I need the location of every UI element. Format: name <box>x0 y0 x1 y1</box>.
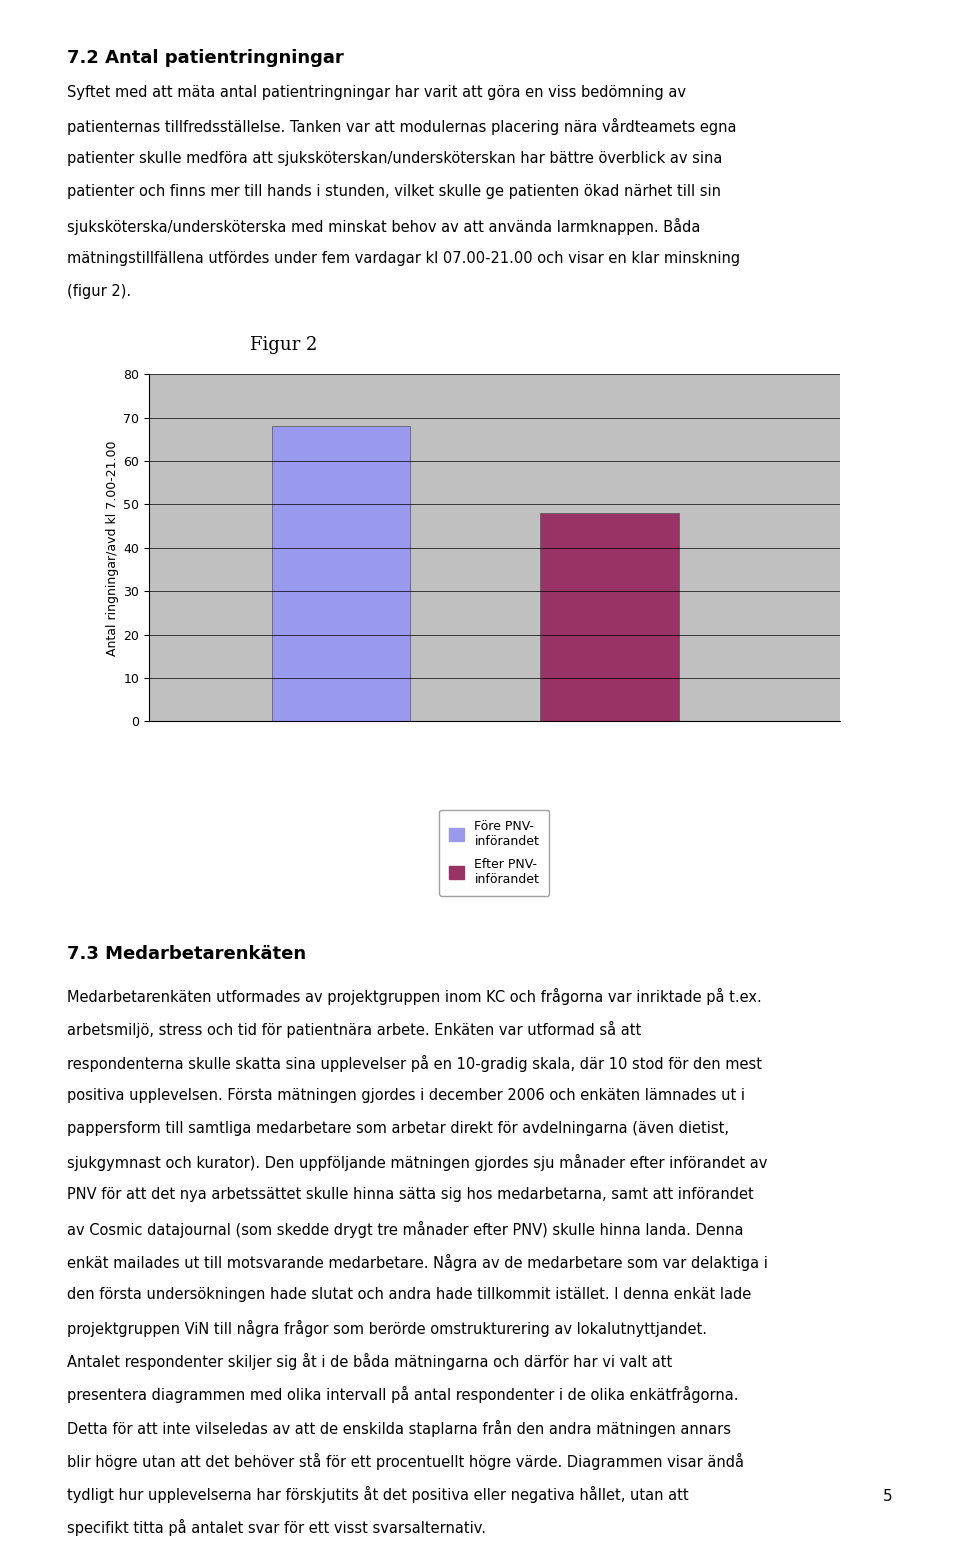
Text: blir högre utan att det behöver stå för ett procentuellt högre värde. Diagrammen: blir högre utan att det behöver stå för … <box>67 1454 744 1470</box>
Text: 7.3 Medarbetarenkäten: 7.3 Medarbetarenkäten <box>67 944 306 963</box>
Text: Detta för att inte vilseledas av att de enskilda staplarna från den andra mätnin: Detta för att inte vilseledas av att de … <box>67 1420 732 1437</box>
Text: 7.2 Antal patientringningar: 7.2 Antal patientringningar <box>67 49 344 68</box>
Text: patienter och finns mer till hands i stunden, vilket skulle ge patienten ökad nä: patienter och finns mer till hands i stu… <box>67 185 721 199</box>
Text: patienter skulle medföra att sjuksköterskan/undersköterskan har bättre överblick: patienter skulle medföra att sjuksköters… <box>67 151 723 167</box>
Bar <box>540 514 679 722</box>
Text: PNV för att det nya arbetssättet skulle hinna sätta sig hos medarbetarna, samt a: PNV för att det nya arbetssättet skulle … <box>67 1188 754 1202</box>
Bar <box>272 426 410 722</box>
Legend: Före PNV-
införandet, Efter PNV-
införandet: Före PNV- införandet, Efter PNV- införan… <box>440 810 549 895</box>
Text: tydligt hur upplevelserna har förskjutits åt det positiva eller negativa hållet,: tydligt hur upplevelserna har förskjutit… <box>67 1486 689 1503</box>
Text: arbetsmiljö, stress och tid för patientnära arbete. Enkäten var utformad så att: arbetsmiljö, stress och tid för patientn… <box>67 1021 641 1038</box>
Text: enkät mailades ut till motsvarande medarbetare. Några av de medarbetare som var : enkät mailades ut till motsvarande medar… <box>67 1254 768 1271</box>
Text: (figur 2).: (figur 2). <box>67 284 132 299</box>
Text: av Cosmic datajournal (som skedde drygt tre månader efter PNV) skulle hinna land: av Cosmic datajournal (som skedde drygt … <box>67 1221 744 1237</box>
Text: Syftet med att mäta antal patientringningar har varit att göra en viss bedömning: Syftet med att mäta antal patientringnin… <box>67 85 686 100</box>
Text: presentera diagrammen med olika intervall på antal respondenter i de olika enkät: presentera diagrammen med olika interval… <box>67 1387 738 1404</box>
Text: mätningstillfällena utfördes under fem vardagar kl 07.00-21.00 och visar en klar: mätningstillfällena utfördes under fem v… <box>67 252 740 265</box>
Text: patienternas tillfredsställelse. Tanken var att modulernas placering nära vårdte: patienternas tillfredsställelse. Tanken … <box>67 119 736 136</box>
Text: den första undersökningen hade slutat och andra hade tillkommit istället. I denn: den första undersökningen hade slutat oc… <box>67 1287 752 1302</box>
Text: sjuksköterska/undersköterska med minskat behov av att använda larmknappen. Båda: sjuksköterska/undersköterska med minskat… <box>67 218 701 235</box>
Text: Antalet respondenter skiljer sig åt i de båda mätningarna och därför har vi valt: Antalet respondenter skiljer sig åt i de… <box>67 1353 672 1370</box>
Text: Figur 2: Figur 2 <box>250 335 317 353</box>
Text: Medarbetarenkäten utformades av projektgruppen inom KC och frågorna var inriktad: Medarbetarenkäten utformades av projektg… <box>67 989 762 1006</box>
Y-axis label: Antal ringningar/avd kl 7.00-21.00: Antal ringningar/avd kl 7.00-21.00 <box>106 440 119 656</box>
Text: positiva upplevelsen. Första mätningen gjordes i december 2006 och enkäten lämna: positiva upplevelsen. Första mätningen g… <box>67 1088 745 1103</box>
Text: 5: 5 <box>883 1489 893 1504</box>
Text: sjukgymnast och kurator). Den uppföljande mätningen gjordes sju månader efter in: sjukgymnast och kurator). Den uppföljand… <box>67 1154 768 1171</box>
Text: respondenterna skulle skatta sina upplevelser på en 10-gradig skala, där 10 stod: respondenterna skulle skatta sina upplev… <box>67 1055 762 1072</box>
Text: projektgruppen ViN till några frågor som berörde omstrukturering av lokalutnyttj: projektgruppen ViN till några frågor som… <box>67 1321 708 1338</box>
Text: pappersform till samtliga medarbetare som arbetar direkt för avdelningarna (även: pappersform till samtliga medarbetare so… <box>67 1120 730 1136</box>
Text: specifikt titta på antalet svar för ett visst svarsalternativ.: specifikt titta på antalet svar för ett … <box>67 1518 486 1537</box>
